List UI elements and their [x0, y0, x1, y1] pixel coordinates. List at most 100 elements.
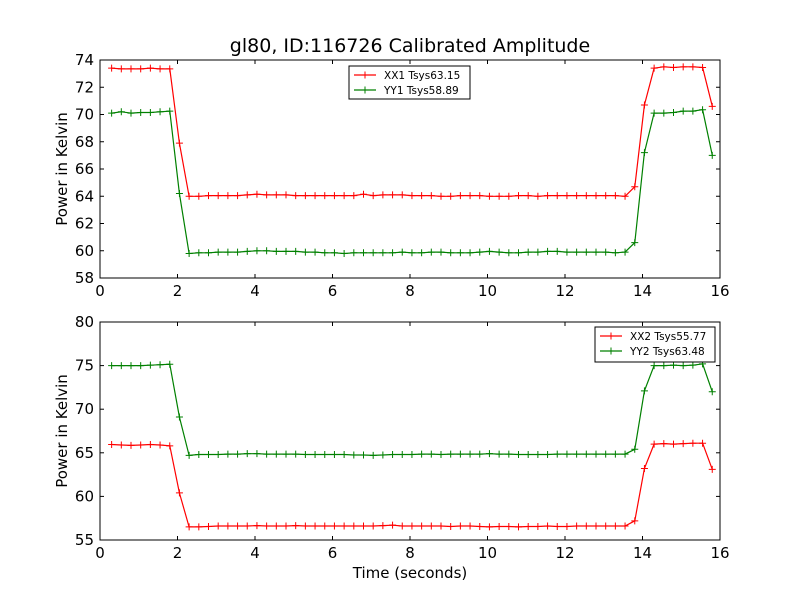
data-point-marker [146, 361, 154, 369]
data-point-marker [330, 249, 338, 257]
data-point-marker [379, 191, 387, 199]
data-point-marker [515, 523, 522, 531]
data-point-marker [137, 65, 145, 73]
data-point-marker [631, 183, 639, 191]
data-point-marker [660, 109, 668, 117]
data-point-marker [466, 450, 474, 458]
legend-box [348, 65, 471, 100]
data-point-marker [485, 192, 493, 200]
bottom-panel: 0 2 4 6 8 10 12 14 16 55 60 65 70 75 80 Power in Kelvin… [53, 313, 730, 562]
data-point-marker [117, 362, 125, 370]
data-point-marker [544, 247, 552, 255]
data-point-marker [166, 442, 174, 450]
data-point-marker [127, 441, 135, 449]
data-point-marker [243, 191, 251, 199]
data-point-marker [224, 522, 232, 530]
data-point-marker [621, 192, 629, 200]
data-point-marker [437, 192, 445, 200]
data-point-marker [592, 192, 600, 200]
data-point-marker [563, 522, 571, 530]
data-point-marker [611, 249, 619, 257]
data-point-marker [708, 465, 716, 473]
data-point-marker [495, 192, 503, 200]
data-point-marker [272, 450, 280, 458]
data-point-marker [156, 441, 164, 449]
data-point-marker [224, 192, 232, 200]
data-point-marker [195, 451, 203, 459]
data-point-marker [408, 192, 416, 200]
data-point-marker [582, 192, 590, 200]
data-point-marker [253, 522, 261, 530]
data-point-marker [292, 522, 300, 530]
data-point-marker [670, 361, 677, 369]
data-point-marker [398, 522, 406, 530]
data-point-marker [214, 451, 222, 459]
y-tick-label: 62 [75, 215, 94, 233]
data-point-marker [224, 450, 232, 458]
data-point-marker [408, 451, 416, 459]
data-point-marker [447, 249, 455, 257]
data-point-marker [699, 439, 707, 447]
y-tick-label: 65 [75, 444, 94, 462]
data-point-marker [456, 192, 464, 200]
data-point-marker [117, 108, 125, 116]
data-point-marker [340, 249, 348, 257]
x-tick-label: 6 [328, 544, 338, 562]
data-point-marker [476, 522, 484, 530]
data-point-marker [476, 192, 484, 200]
data-point-marker [592, 522, 600, 530]
data-point-marker [311, 192, 319, 200]
data-point-marker [146, 108, 154, 116]
data-point-marker [679, 440, 687, 448]
data-point-marker [253, 450, 261, 458]
data-point-marker [156, 361, 164, 369]
data-point-marker [234, 522, 242, 530]
data-point-marker [670, 63, 677, 71]
data-point-marker [330, 451, 338, 459]
data-point-marker [592, 248, 600, 256]
data-point-marker [224, 248, 232, 256]
data-point-marker [292, 247, 300, 255]
data-point-marker [515, 451, 522, 459]
data-point-marker [369, 522, 377, 530]
data-point-marker [175, 139, 183, 147]
data-point-marker [301, 192, 309, 200]
y-tick-label: 75 [75, 357, 94, 375]
data-point-marker [214, 248, 222, 256]
data-point-marker [340, 451, 348, 459]
data-point-marker [621, 450, 629, 458]
data-point-marker [175, 489, 183, 497]
data-point-marker [418, 522, 426, 530]
data-point-marker [505, 450, 513, 458]
data-point-marker [660, 362, 668, 370]
data-point-marker [602, 450, 610, 458]
x-tick-label: 12 [555, 544, 574, 562]
data-point-marker [234, 450, 242, 458]
data-point-marker [389, 451, 397, 459]
y-tick-label: 68 [75, 133, 94, 151]
data-point-marker [340, 192, 348, 200]
y-tick-label: 58 [75, 269, 94, 287]
data-point-marker [369, 192, 377, 200]
data-point-marker [524, 192, 532, 200]
data-point-marker [185, 451, 193, 459]
data-point-marker [282, 191, 290, 199]
data-point-marker [330, 522, 338, 530]
y-tick-label: 55 [75, 531, 94, 549]
data-point-marker [137, 108, 145, 116]
data-point-marker [708, 151, 716, 159]
data-point-marker [573, 522, 581, 530]
data-point-marker [166, 360, 174, 368]
data-point-marker [185, 192, 193, 200]
data-point-marker [108, 362, 116, 370]
data-point-marker [398, 248, 406, 256]
data-point-marker [553, 247, 561, 255]
data-point-marker [272, 522, 280, 530]
data-point-marker [485, 450, 493, 458]
x-tick-label: 8 [405, 544, 415, 562]
y-tick-label: 72 [75, 78, 94, 96]
data-point-marker [524, 451, 532, 459]
x-tick-label: 8 [405, 282, 415, 300]
data-point-marker [670, 440, 677, 448]
data-point-marker [146, 64, 154, 72]
